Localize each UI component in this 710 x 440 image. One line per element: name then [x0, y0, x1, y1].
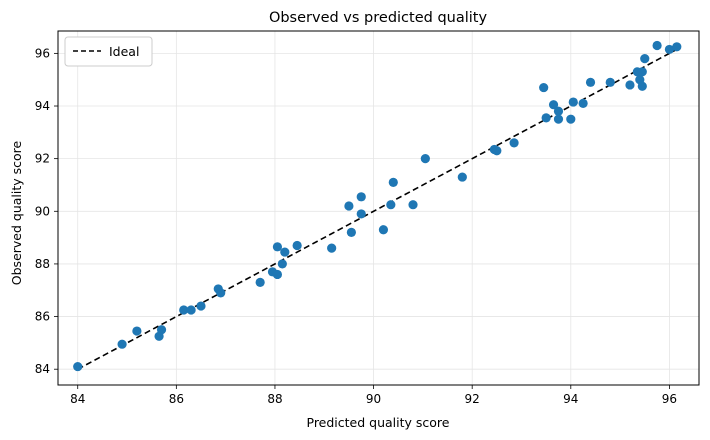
y-tick-label: 86 — [35, 310, 50, 324]
data-point — [408, 200, 418, 210]
data-point — [578, 98, 588, 108]
data-point — [344, 201, 354, 211]
data-point — [186, 305, 196, 315]
data-point — [664, 44, 675, 55]
data-point — [640, 54, 650, 64]
y-tick-label: 90 — [35, 204, 50, 218]
data-point — [585, 77, 596, 87]
data-point — [255, 277, 265, 287]
data-point — [568, 97, 578, 107]
data-point — [652, 40, 662, 51]
data-point — [378, 225, 389, 235]
y-tick-label: 96 — [35, 46, 50, 60]
x-tick-label: 90 — [366, 392, 381, 406]
data-point — [637, 81, 647, 91]
data-point — [117, 339, 127, 349]
data-point — [327, 243, 337, 253]
data-point — [541, 113, 551, 123]
y-tick-label: 88 — [35, 257, 50, 271]
data-point — [179, 305, 189, 315]
x-tick-label: 86 — [169, 392, 184, 406]
data-point — [548, 100, 559, 110]
data-point — [566, 114, 576, 124]
x-tick-label: 96 — [662, 392, 677, 406]
data-point — [272, 269, 283, 280]
data-point — [672, 42, 682, 52]
data-point — [457, 172, 467, 182]
x-tick-label: 94 — [563, 392, 578, 406]
y-tick-label: 84 — [35, 362, 50, 376]
data-point — [637, 67, 647, 77]
data-point — [553, 106, 564, 116]
y-axis-label: Observed quality score — [9, 140, 24, 285]
data-point — [420, 154, 430, 164]
x-tick-label: 84 — [70, 392, 85, 406]
legend-ideal-label: Ideal — [109, 44, 139, 59]
data-point — [156, 325, 167, 335]
data-points — [73, 40, 682, 372]
data-point — [509, 138, 519, 148]
data-point — [492, 146, 502, 156]
data-point — [346, 227, 356, 237]
data-point — [356, 209, 366, 219]
data-point — [356, 192, 366, 202]
data-point — [553, 114, 564, 124]
chart-title: Observed vs predicted quality — [269, 10, 488, 26]
y-axis-ticks: 84 86 88 90 92 94 96 — [35, 46, 58, 376]
legend-box — [64, 36, 153, 67]
y-tick-label: 92 — [35, 152, 50, 166]
data-point — [605, 77, 615, 87]
x-axis-label: Predicted quality score — [307, 415, 450, 430]
legend: Ideal — [64, 36, 153, 67]
data-point — [132, 326, 142, 336]
data-point — [73, 361, 83, 372]
data-point — [280, 247, 290, 257]
data-point — [386, 200, 396, 210]
x-axis-ticks: 84 86 88 90 92 94 96 — [70, 385, 677, 406]
data-point — [539, 82, 549, 93]
y-tick-label: 94 — [35, 99, 50, 113]
data-point — [277, 259, 287, 269]
x-tick-label: 88 — [267, 392, 282, 406]
plot-frame — [57, 30, 700, 386]
x-tick-label: 92 — [465, 392, 480, 406]
data-point — [196, 301, 206, 311]
data-point — [388, 177, 398, 187]
data-point — [625, 80, 635, 90]
grid — [58, 31, 699, 385]
data-point — [272, 242, 283, 252]
data-point — [216, 288, 226, 298]
data-point — [292, 240, 302, 251]
